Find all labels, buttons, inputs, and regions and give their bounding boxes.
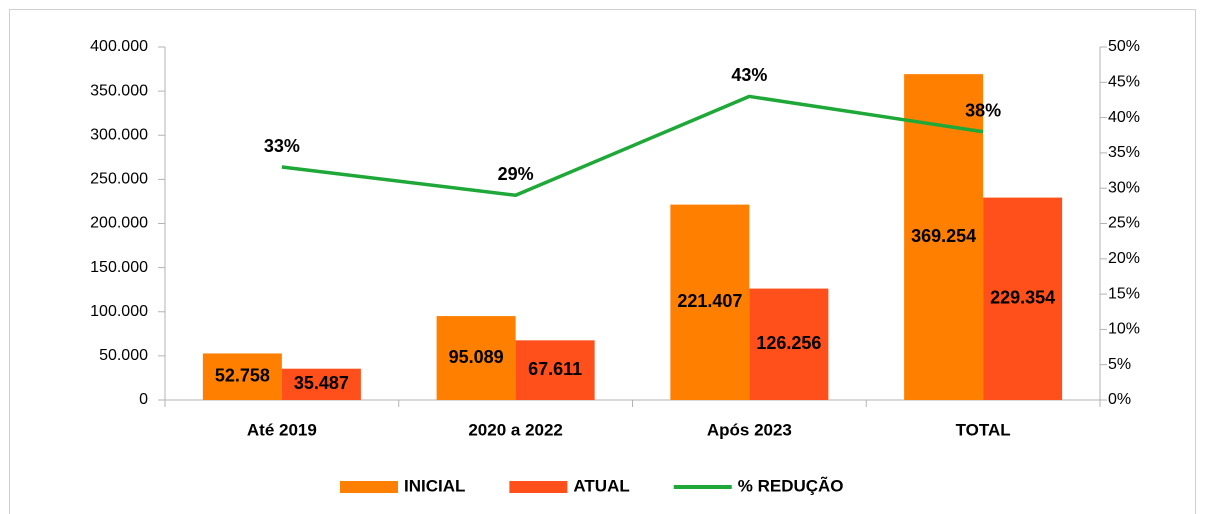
y-tick-label: 50.000 <box>99 347 148 364</box>
bar-value-label: 35.487 <box>294 373 349 393</box>
x-tick-label: Após 2023 <box>707 420 792 439</box>
legend-label: INICIAL <box>404 476 465 495</box>
y-tick-label: 100.000 <box>90 303 148 320</box>
y-tick-label: 0 <box>139 391 148 408</box>
bar-value-label: 95.089 <box>449 347 504 367</box>
y2-tick-label: 15% <box>1108 285 1140 302</box>
legend-swatch <box>509 481 568 493</box>
legend-swatch <box>340 481 398 493</box>
line-value-label: 38% <box>965 100 1001 120</box>
bar <box>983 197 1063 400</box>
bar-value-label: 369.254 <box>911 226 976 246</box>
y2-tick-label: 30% <box>1108 179 1140 196</box>
bar <box>749 288 829 400</box>
legend-label: % REDUÇÃO <box>738 475 844 495</box>
line-value-label: 43% <box>731 65 767 85</box>
y2-tick-label: 0% <box>1108 391 1131 408</box>
y2-tick-label: 45% <box>1108 74 1140 91</box>
line-value-label: 33% <box>264 136 300 156</box>
y2-tick-label: 50% <box>1108 38 1140 55</box>
y-tick-label: 300.000 <box>90 126 148 143</box>
line-value-label: 29% <box>498 164 534 184</box>
y2-tick-label: 20% <box>1108 250 1140 267</box>
y-tick-label: 400.000 <box>90 38 148 55</box>
bar <box>202 353 282 400</box>
legend-label: ATUAL <box>573 476 629 495</box>
x-tick-label: TOTAL <box>956 420 1011 439</box>
y2-tick-label: 35% <box>1108 144 1140 161</box>
bar-value-label: 229.354 <box>990 288 1055 308</box>
bar <box>281 368 361 400</box>
bar-value-label: 221.407 <box>677 291 742 311</box>
y2-tick-label: 25% <box>1108 215 1140 232</box>
bar <box>436 316 516 400</box>
y2-tick-label: 5% <box>1108 356 1131 373</box>
bar-value-label: 52.758 <box>215 365 270 385</box>
x-tick-label: Até 2019 <box>247 420 317 439</box>
y2-tick-label: 10% <box>1108 321 1140 338</box>
bar-value-label: 67.611 <box>528 359 582 379</box>
bar <box>515 340 595 400</box>
line <box>281 94 984 198</box>
y-tick-label: 200.000 <box>90 215 148 232</box>
y-tick-label: 150.000 <box>90 259 148 276</box>
y-tick-label: 350.000 <box>90 82 148 99</box>
y2-tick-label: 40% <box>1108 109 1140 126</box>
y-tick-label: 250.000 <box>90 171 148 188</box>
bar <box>670 204 750 400</box>
bar-value-label: 126.256 <box>756 333 821 353</box>
x-tick-label: 2020 a 2022 <box>468 420 563 439</box>
